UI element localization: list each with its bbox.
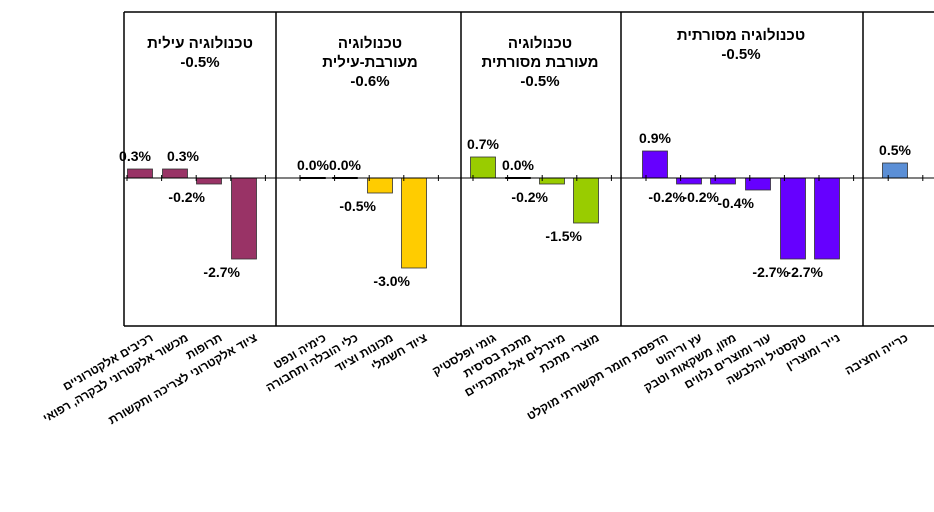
group-average-4: -0.5% [721, 46, 760, 63]
data-label-כלי-הובלה-ותחבורה: 0.0% [329, 157, 361, 173]
data-label-גומי-ופלסטיק: 0.7% [467, 136, 499, 152]
bar-רכיבים-אלקטרוניים [127, 168, 153, 179]
bar-טקסטיל-והלבשה [780, 177, 806, 260]
data-label-מכונות-וציוד: -0.5% [339, 198, 376, 214]
data-labels: 0.3% 0.3%-0.2%-2.7%0.0% 0.0%-0.5%-3.0%0.7%… [119, 130, 911, 289]
bar-תרופות [196, 177, 222, 185]
group-average-2: -0.6% [350, 73, 389, 90]
bar-גומי-ופלסטיק [470, 156, 496, 179]
bar-עור-ומוצרים-נלווים [745, 177, 771, 191]
bar-הדפסת-חומר-תקשורתי-מוקלט [642, 150, 668, 179]
group-average-1: -0.5% [180, 54, 219, 71]
category-label-כרייה-וחציבה: כרייה וחציבה [842, 330, 910, 377]
group-title-2-line-2: מעורבת-עילית [322, 54, 417, 71]
data-label-מוצרי-מתכת: -1.5% [545, 228, 582, 244]
bar-נייר-ומוצרין [814, 177, 840, 260]
data-label-תרופות: -0.2% [168, 189, 205, 205]
group-average-3: -0.5% [520, 73, 559, 90]
data-label-ציוד-חשמלי: -3.0% [373, 273, 410, 289]
group-title-3-line-1: טכנולוגיה [508, 35, 572, 52]
x-axis [124, 175, 934, 181]
bar-ציוד-חשמלי [401, 177, 427, 269]
data-label-עץ-וריהוט: -0.2% [648, 189, 685, 205]
data-label-טקסטיל-והלבשה: -2.7% [752, 264, 789, 280]
chart-frame [123, 11, 934, 327]
data-label-מזון-משקאות-וטבק: -0.2% [682, 189, 719, 205]
data-label-נייר-ומוצרין: -2.7% [786, 264, 823, 280]
bars [127, 150, 908, 269]
data-label-עור-ומוצרים-נלווים: -0.4% [717, 195, 754, 211]
data-label-ציוד-אלקטרוני-לצריכה-ותקשורת: -2.7% [203, 264, 240, 280]
data-label-כרייה-וחציבה: 0.5% [879, 142, 911, 158]
group-title-2-line-1: טכנולוגיה [338, 35, 402, 52]
bar-מינרלים-אל-מתכתיים [539, 177, 565, 185]
group-title-4-line-1: טכנולוגיה מסורתית [677, 27, 805, 44]
bar-מוצרי-מתכת [573, 177, 599, 224]
bar-כרייה-וחציבה [882, 162, 908, 179]
group-title-1-line-1: טכנולוגיה עילית [147, 35, 253, 52]
data-label-רכיבים-אלקטרוניים: 0.3% [119, 148, 151, 164]
bar-מכשור-אלקטרוני-לבקרה-רפואי [162, 168, 188, 179]
bar-ציוד-אלקטרוני-לצריכה-ותקשורת [231, 177, 257, 260]
group-title-3-line-2: מעורבת מסורתית [481, 54, 598, 71]
data-label-מכשור-אלקטרוני-לבקרה-רפואי: 0.3% [167, 148, 199, 164]
data-label-הדפסת-חומר-תקשורתי-מוקלט: 0.9% [639, 130, 671, 146]
group-titles: טכנולוגיה עילית -0.5% טכנולוגיה מעורבת-עילי… [147, 27, 805, 90]
bar-מזון-משקאות-וטבק [710, 177, 736, 185]
data-label-כימיה-ונפט: 0.0% [297, 157, 329, 173]
bar-מכונות-וציוד [367, 177, 393, 194]
data-label-מתכת-בסיסית: 0.0% [502, 157, 534, 173]
data-label-מינרלים-אל-מתכתיים: -0.2% [511, 189, 548, 205]
